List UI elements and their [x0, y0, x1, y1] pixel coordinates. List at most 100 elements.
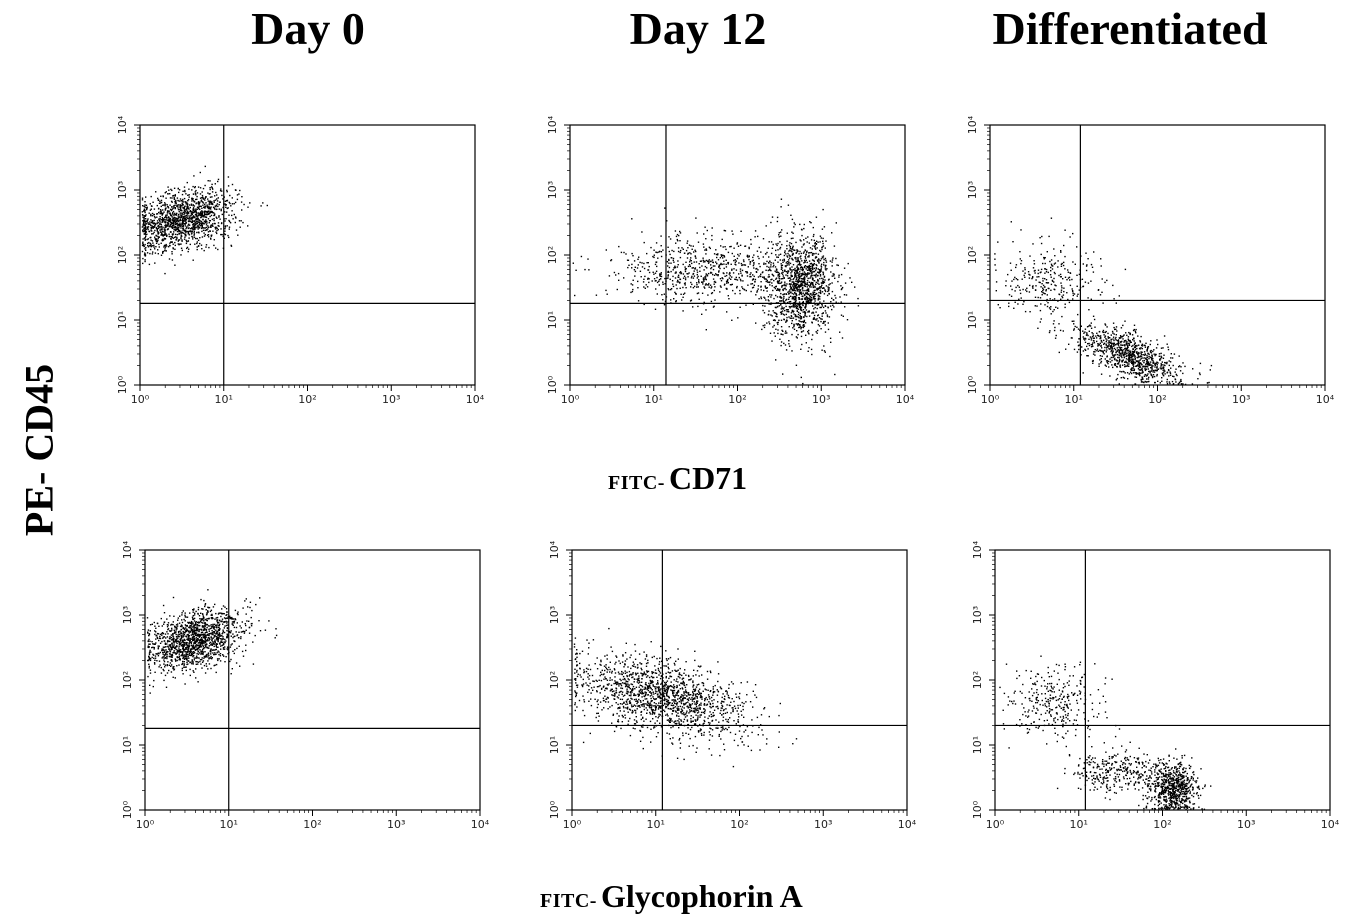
- scatter-point: [773, 324, 775, 327]
- scatter-point: [174, 219, 176, 221]
- scatter-point: [1096, 350, 1098, 352]
- scatter-point: [1121, 340, 1123, 343]
- scatter-point: [1191, 383, 1194, 385]
- scatter-point: [1109, 342, 1111, 344]
- scatter-point: [809, 299, 811, 301]
- scatter-point: [1169, 372, 1172, 374]
- scatter-point: [800, 335, 803, 338]
- scatter-point: [801, 302, 804, 304]
- scatter-point: [184, 209, 187, 211]
- scatter-point: [210, 237, 212, 239]
- scatter-point: [807, 299, 809, 301]
- scatter-point: [1159, 382, 1161, 384]
- scatter-point: [839, 296, 841, 298]
- scatter-point: [666, 277, 668, 280]
- scatter-point: [1129, 354, 1132, 356]
- scatter-point: [817, 241, 819, 243]
- x-tick-label: 10¹: [645, 393, 663, 406]
- scatter-point: [1116, 360, 1118, 362]
- scatter-point: [178, 216, 180, 218]
- scatter-point: [1037, 269, 1040, 271]
- scatter-point: [164, 216, 166, 219]
- scatter-point: [781, 243, 783, 246]
- scatter-point: [180, 236, 182, 238]
- scatter-point: [795, 252, 798, 254]
- scatter-point: [172, 207, 174, 210]
- scatter-point: [1027, 271, 1030, 273]
- scatter-point: [220, 209, 222, 212]
- scatter-point: [800, 275, 802, 277]
- scatter-point: [1109, 361, 1112, 363]
- scatter-point: [1024, 272, 1026, 274]
- scatter-point: [199, 224, 201, 227]
- scatter-point: [804, 289, 806, 292]
- scatter-point: [175, 199, 177, 202]
- scatter-point: [191, 197, 193, 199]
- scatter-point: [235, 217, 237, 219]
- scatter-point: [815, 281, 817, 284]
- scatter-point: [773, 319, 776, 321]
- scatter-point: [1041, 291, 1043, 293]
- scatter-point: [1098, 363, 1100, 365]
- scatter-point: [701, 265, 703, 267]
- scatter-point: [824, 324, 826, 326]
- scatter-point: [228, 220, 231, 223]
- scatter-point: [661, 294, 663, 296]
- scatter-point: [167, 246, 170, 248]
- scatter-point: [787, 309, 789, 311]
- scatter-point: [1152, 357, 1154, 360]
- scatter-point: [191, 189, 193, 191]
- scatter-point: [753, 267, 755, 269]
- y-tick-label: 10³: [121, 606, 134, 624]
- scatter-point: [1085, 334, 1088, 336]
- scatter-point: [177, 240, 179, 242]
- scatter-point: [1110, 349, 1113, 351]
- scatter-point: [218, 201, 221, 203]
- scatter-point: [144, 248, 146, 250]
- scatter-point: [1042, 277, 1044, 280]
- scatter-point: [726, 279, 729, 282]
- scatter-point: [704, 284, 707, 286]
- scatter-point: [1090, 322, 1092, 324]
- scatter-point: [778, 277, 780, 279]
- scatter-point: [204, 184, 206, 187]
- scatter-point: [734, 259, 736, 261]
- scatter-point: [804, 298, 807, 300]
- scatter-point: [1051, 279, 1054, 282]
- scatter-point: [1142, 365, 1144, 368]
- scatter-point: [824, 290, 827, 293]
- scatter-point: [185, 201, 187, 203]
- scatter-point: [739, 289, 741, 292]
- scatter-point: [209, 188, 211, 191]
- scatter-point: [798, 278, 800, 280]
- scatter-point: [704, 276, 706, 278]
- scatter-point: [800, 309, 802, 311]
- scatter-point: [770, 264, 772, 266]
- scatter-point: [201, 224, 204, 226]
- scatter-point: [835, 301, 837, 303]
- scatter-point: [1048, 235, 1050, 238]
- scatter-point: [211, 224, 214, 227]
- scatter-point: [1132, 363, 1134, 365]
- scatter-point: [684, 270, 687, 273]
- scatter-point: [196, 195, 198, 198]
- scatter-point: [706, 275, 709, 277]
- scatter-point: [797, 323, 799, 325]
- scatter-point: [809, 247, 812, 249]
- scatter-point: [727, 295, 729, 297]
- scatter-point: [789, 262, 792, 265]
- scatter-point: [796, 271, 798, 273]
- scatter-point: [226, 207, 228, 210]
- scatter-point: [845, 294, 848, 296]
- scatter-point: [738, 262, 740, 264]
- scatter-point: [805, 259, 807, 261]
- scatter-point: [201, 210, 203, 212]
- scatter-point: [817, 297, 820, 299]
- scatter-point: [728, 273, 730, 275]
- scatter-point: [816, 332, 818, 334]
- scatter-point: [792, 252, 794, 255]
- scatter-point: [1058, 323, 1060, 325]
- scatter-point: [801, 309, 803, 312]
- scatter-point: [235, 229, 238, 231]
- scatter-point: [176, 227, 179, 229]
